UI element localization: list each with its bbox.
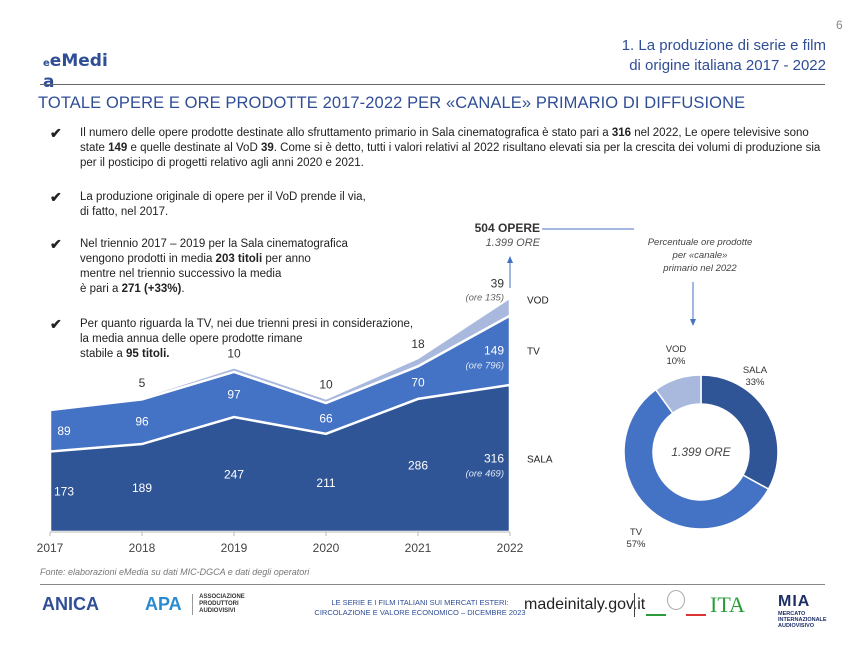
donut-caption: Percentuale ore prodotte <box>648 237 753 248</box>
page-title: TOTALE OPERE E ORE PRODOTTE 2017-2022 PE… <box>38 94 746 112</box>
data-label-tv: 89 <box>57 424 71 438</box>
hours-label-tv: (ore 796) <box>465 360 504 371</box>
down-arrow-icon <box>690 319 696 326</box>
mia-logo: MIA MERCATO INTERNAZIONALE AUDIOVISIVO <box>778 593 827 629</box>
donut-caption: per «canale» <box>672 250 728 261</box>
legend-vod: VOD <box>527 295 549 306</box>
bullet-4: ✔ Per quanto riguarda la TV, nei due trie… <box>50 317 460 362</box>
up-arrow-icon <box>507 256 513 263</box>
check-icon: ✔ <box>50 236 62 252</box>
bullet-2: ✔ La produzione originale di opere per il… <box>50 190 440 220</box>
data-label-tv: 149 <box>484 343 504 357</box>
donut-slice-vod <box>654 374 702 415</box>
data-label-sala: 286 <box>408 458 428 472</box>
check-icon: ✔ <box>50 125 62 141</box>
x-tick-label: 2022 <box>497 541 524 555</box>
ita-logo: ITA <box>710 592 745 617</box>
anica-logo: ANICA <box>42 594 99 614</box>
source-note: Fonte: elaborazioni eMedia su dati MIC-D… <box>40 567 310 577</box>
donut-center-label: 1.399 ORE <box>671 445 731 459</box>
page-number: 6 <box>836 18 843 32</box>
total-opere-label: 504 OPERE <box>475 221 540 235</box>
ministry-emblem-logo <box>646 590 706 626</box>
donut-slice-sala <box>700 374 779 491</box>
donut-percent-tv: 57% <box>626 539 646 550</box>
donut-label-vod: VOD <box>666 344 687 355</box>
data-label-vod: 5 <box>139 376 146 390</box>
bullet-text: Per quanto riguarda la TV, nei due trien… <box>80 318 414 360</box>
bullet-1: ✔ Il numero delle opere prodotte destinat… <box>50 126 825 171</box>
donut-caption: primario nel 2022 <box>662 263 737 274</box>
bullet-text: Il numero delle opere prodotte destinate… <box>80 127 821 169</box>
donut-label-tv: TV <box>630 527 643 538</box>
data-label-sala: 247 <box>224 468 244 482</box>
emedia-logo: eeMedi a <box>43 51 108 92</box>
donut-percent-vod: 10% <box>666 356 686 367</box>
donut-slice-tv <box>623 388 770 530</box>
bullet-text: La produzione originale di opere per il … <box>80 191 366 218</box>
total-ore-label: 1.399 ORE <box>486 237 541 249</box>
x-tick-label: 2021 <box>405 541 432 555</box>
hours-label-vod: (ore 135) <box>465 292 504 303</box>
data-label-vod: 39 <box>491 276 505 290</box>
footer-separator <box>634 593 635 617</box>
legend-tv: TV <box>527 346 540 357</box>
madeinitaly-link[interactable]: madeinitaly.gov.it <box>524 596 646 613</box>
donut-percent-sala: 33% <box>745 377 765 388</box>
x-tick-label: 2018 <box>129 541 156 555</box>
hours-label-sala: (ore 469) <box>465 468 504 479</box>
data-label-sala: 173 <box>54 485 74 499</box>
apa-logo: APA ASSOCIAZIONE PRODUTTORI AUDIOVISIVI <box>145 594 259 615</box>
data-label-tv: 66 <box>319 411 333 425</box>
data-label-sala: 189 <box>132 481 152 495</box>
section-title: 1. La produzione di serie e film di orig… <box>622 36 826 76</box>
data-label-tv: 97 <box>227 387 241 401</box>
header-divider <box>40 84 825 85</box>
donut-label-sala: SALA <box>743 365 768 376</box>
data-label-vod: 10 <box>319 377 333 391</box>
data-label-sala: 211 <box>316 476 335 490</box>
bullet-text: Nel triennio 2017 – 2019 per la Sala cin… <box>80 238 348 295</box>
section-title-line2: di origine italiana 2017 - 2022 <box>629 57 826 74</box>
x-tick-label: 2017 <box>37 541 64 555</box>
data-label-tv: 70 <box>411 376 425 390</box>
data-label-tv: 96 <box>135 415 149 429</box>
check-icon: ✔ <box>50 189 62 205</box>
x-tick-label: 2020 <box>313 541 340 555</box>
data-label-sala: 316 <box>484 451 504 465</box>
report-title-footer: LE SERIE E I FILM ITALIANI SUI MERCATI E… <box>314 598 526 617</box>
area-sala <box>48 383 512 534</box>
data-label-vod: 18 <box>411 337 425 351</box>
legend-sala: SALA <box>527 454 553 465</box>
bullet-3: ✔ Nel triennio 2017 – 2019 per la Sala ci… <box>50 237 440 297</box>
footer-divider <box>40 584 825 585</box>
check-icon: ✔ <box>50 316 62 332</box>
x-tick-label: 2019 <box>221 541 248 555</box>
data-label-vod: 10 <box>227 346 241 360</box>
section-title-line1: 1. La produzione di serie e film <box>621 37 826 54</box>
